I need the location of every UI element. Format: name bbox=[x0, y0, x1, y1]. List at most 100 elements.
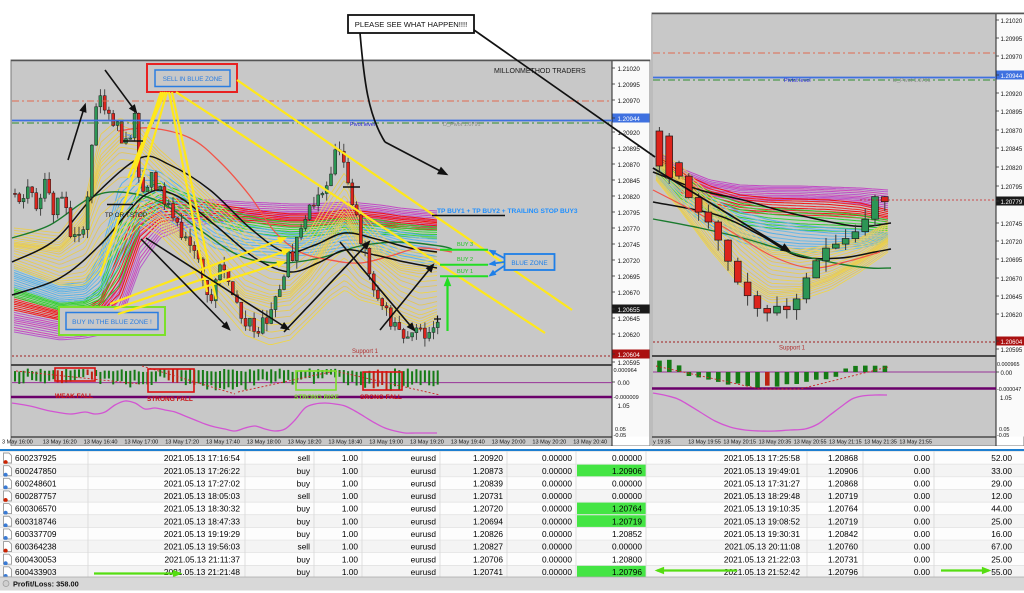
svg-text:1.20870: 1.20870 bbox=[1001, 129, 1023, 135]
svg-text:1.20795: 1.20795 bbox=[618, 210, 641, 217]
svg-text:BUY 1: BUY 1 bbox=[457, 269, 473, 275]
svg-text:2021.05.13 21:22:03: 2021.05.13 21:22:03 bbox=[724, 554, 801, 564]
svg-text:sell: sell bbox=[298, 453, 311, 463]
svg-text:Support 1: Support 1 bbox=[352, 349, 379, 355]
svg-text:eurusd: eurusd bbox=[411, 567, 437, 577]
svg-text:1.20764: 1.20764 bbox=[828, 504, 858, 514]
svg-text:1.20895: 1.20895 bbox=[618, 146, 641, 153]
svg-text:2021.05.13 20:11:08: 2021.05.13 20:11:08 bbox=[724, 542, 800, 552]
svg-text:13 May 21:35: 13 May 21:35 bbox=[864, 440, 897, 446]
svg-text:-0.05: -0.05 bbox=[614, 433, 627, 439]
svg-text:67.00: 67.00 bbox=[991, 542, 1012, 552]
svg-text:16.00: 16.00 bbox=[991, 529, 1012, 539]
svg-text:0.00000: 0.00000 bbox=[542, 504, 572, 514]
svg-text:1.20920: 1.20920 bbox=[618, 130, 641, 137]
svg-text:eurusd: eurusd bbox=[411, 466, 437, 476]
svg-text:1.20670: 1.20670 bbox=[618, 290, 641, 297]
svg-text:600433903: 600433903 bbox=[15, 567, 57, 577]
svg-text:BUY 2: BUY 2 bbox=[457, 257, 473, 263]
svg-text:2021.05.13 17:16:54: 2021.05.13 17:16:54 bbox=[164, 453, 241, 463]
svg-text:13 May 18:40: 13 May 18:40 bbox=[328, 440, 362, 446]
svg-text:1.20745: 1.20745 bbox=[618, 242, 641, 249]
svg-text:2021.05.13 18:47:33: 2021.05.13 18:47:33 bbox=[164, 516, 241, 526]
svg-text:600247850: 600247850 bbox=[15, 466, 57, 476]
svg-text:0.00000: 0.00000 bbox=[612, 491, 642, 501]
svg-text:1.20995: 1.20995 bbox=[618, 82, 641, 89]
svg-text:1.20719: 1.20719 bbox=[828, 516, 858, 526]
svg-text:600430053: 600430053 bbox=[15, 554, 57, 564]
svg-text:600318746: 600318746 bbox=[15, 516, 57, 526]
svg-text:2021.05.13 17:31:27: 2021.05.13 17:31:27 bbox=[724, 478, 801, 488]
svg-text:1.00: 1.00 bbox=[342, 554, 359, 564]
svg-text:BUY 3: BUY 3 bbox=[457, 242, 473, 248]
svg-text:1.20870: 1.20870 bbox=[618, 162, 641, 169]
svg-text:1.20944: 1.20944 bbox=[618, 116, 641, 123]
svg-text:1.20604: 1.20604 bbox=[618, 352, 641, 359]
svg-text:SRONG FALL: SRONG FALL bbox=[360, 394, 402, 401]
svg-text:0.00000: 0.00000 bbox=[542, 567, 572, 577]
svg-text:13 May 20:40: 13 May 20:40 bbox=[573, 440, 607, 446]
svg-text:1.21020: 1.21020 bbox=[618, 66, 641, 73]
svg-text:Support 1: Support 1 bbox=[779, 346, 806, 352]
svg-text:1.20820: 1.20820 bbox=[618, 194, 641, 201]
svg-text:1.20845: 1.20845 bbox=[1001, 147, 1023, 153]
svg-text:eurusd: eurusd bbox=[411, 516, 437, 526]
svg-text:eurusd: eurusd bbox=[411, 529, 437, 539]
svg-text:25.00: 25.00 bbox=[991, 554, 1012, 564]
svg-text:1.20720: 1.20720 bbox=[618, 258, 641, 265]
svg-text:2021.05.13 19:30:31: 2021.05.13 19:30:31 bbox=[724, 529, 801, 539]
svg-text:2021.05.13 19:49:01: 2021.05.13 19:49:01 bbox=[724, 466, 801, 476]
svg-text:1.20827: 1.20827 bbox=[473, 542, 503, 552]
svg-text:0.00000: 0.00000 bbox=[542, 453, 572, 463]
svg-text:2021.05.13 21:21:48: 2021.05.13 21:21:48 bbox=[164, 567, 241, 577]
svg-text:1.20720: 1.20720 bbox=[1001, 240, 1023, 246]
svg-text:600364238: 600364238 bbox=[15, 542, 57, 552]
svg-text:buy: buy bbox=[297, 567, 311, 577]
svg-text:1.05: 1.05 bbox=[618, 403, 631, 410]
svg-text:13 May 17:00: 13 May 17:00 bbox=[124, 440, 158, 446]
svg-text:1.20868: 1.20868 bbox=[828, 478, 858, 488]
svg-text:1.20719: 1.20719 bbox=[828, 491, 858, 501]
svg-text:0.00: 0.00 bbox=[914, 567, 931, 577]
svg-text:13 May 19:00: 13 May 19:00 bbox=[369, 440, 403, 446]
svg-text:sell: sell bbox=[298, 491, 311, 501]
svg-text:1.00: 1.00 bbox=[342, 504, 359, 514]
svg-text:52.00: 52.00 bbox=[991, 453, 1012, 463]
svg-text:0.00000: 0.00000 bbox=[542, 466, 572, 476]
svg-text:buy: buy bbox=[297, 504, 311, 514]
svg-text:1.20695: 1.20695 bbox=[618, 274, 641, 281]
svg-text:1.20845: 1.20845 bbox=[618, 178, 641, 185]
svg-text:1.00: 1.00 bbox=[342, 516, 359, 526]
svg-text:2021.05.13 19:19:29: 2021.05.13 19:19:29 bbox=[164, 529, 241, 539]
svg-text:eurusd: eurusd bbox=[411, 491, 437, 501]
svg-text:BUY IN THE BLUE ZONE !: BUY IN THE BLUE ZONE ! bbox=[72, 319, 152, 326]
svg-text:2021.05.13 18:30:32: 2021.05.13 18:30:32 bbox=[164, 504, 241, 514]
svg-text:y 19:35: y 19:35 bbox=[653, 440, 671, 446]
svg-text:STRONG FALL: STRONG FALL bbox=[147, 396, 193, 403]
svg-text:1.20770: 1.20770 bbox=[618, 226, 641, 233]
svg-text:0.000964: 0.000964 bbox=[614, 368, 637, 374]
svg-text:0.00000: 0.00000 bbox=[612, 453, 642, 463]
svg-text:2021.05.13 17:27:02: 2021.05.13 17:27:02 bbox=[164, 478, 241, 488]
svg-text:sell: sell bbox=[298, 542, 311, 552]
svg-text:1.20920: 1.20920 bbox=[1001, 92, 1023, 98]
svg-text:Pivot level: Pivot level bbox=[350, 122, 375, 128]
svg-text:1.20970: 1.20970 bbox=[1001, 55, 1023, 61]
svg-text:13 May 20:20: 13 May 20:20 bbox=[532, 440, 566, 446]
svg-text:2021.05.13 19:56:03: 2021.05.13 19:56:03 bbox=[164, 542, 241, 552]
svg-text:1.20796: 1.20796 bbox=[828, 567, 858, 577]
svg-text:0.00: 0.00 bbox=[914, 516, 931, 526]
svg-text:0.000965: 0.000965 bbox=[997, 362, 1019, 368]
svg-text:1.20760: 1.20760 bbox=[828, 542, 858, 552]
svg-text:1.20779: 1.20779 bbox=[1001, 200, 1023, 206]
svg-text:1.20842: 1.20842 bbox=[828, 529, 858, 539]
svg-text:1.20694: 1.20694 bbox=[473, 516, 503, 526]
svg-text:55.00: 55.00 bbox=[991, 567, 1012, 577]
svg-text:2021.05.13 17:26:22: 2021.05.13 17:26:22 bbox=[164, 466, 241, 476]
svg-text:1.20826: 1.20826 bbox=[473, 529, 503, 539]
svg-text:D_Pivot 1.0791: D_Pivot 1.0791 bbox=[443, 122, 481, 128]
svg-text:1.20741: 1.20741 bbox=[473, 567, 503, 577]
svg-text:25.00: 25.00 bbox=[991, 516, 1012, 526]
svg-text:SL: SL bbox=[127, 134, 134, 140]
svg-text:13 May 19:40: 13 May 19:40 bbox=[451, 440, 485, 446]
